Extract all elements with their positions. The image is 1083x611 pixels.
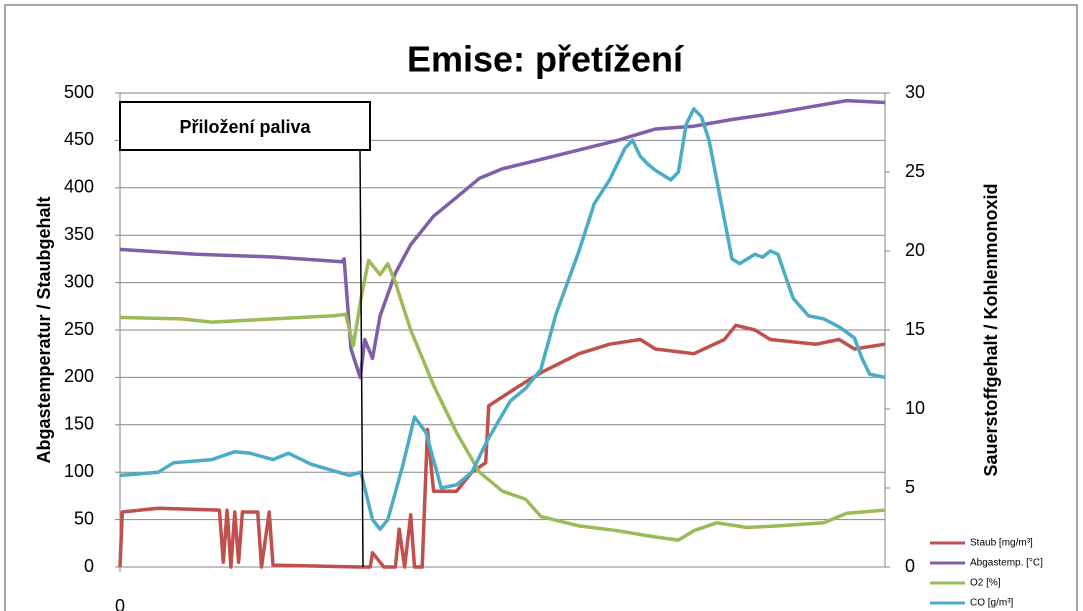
y-tick-label: 200 [64, 366, 94, 386]
series-line [119, 258, 886, 542]
annotation-pointer [359, 149, 364, 568]
legend-label: Abgastemp. [°C] [970, 558, 1043, 569]
series-line [118, 323, 886, 569]
y-tick-label: 250 [64, 319, 94, 339]
y2-tick-label: 10 [905, 398, 925, 418]
legend-label: Staub [mg/m³] [970, 538, 1033, 549]
series-line [119, 107, 886, 531]
y2-tick-label: 30 [905, 82, 925, 102]
x-tick-label: 0 [115, 596, 125, 611]
legend-label: O2 [%] [970, 578, 1001, 589]
y-tick-label: 350 [64, 224, 94, 244]
y-axis-label: Abgastemperatur / Staubgehalt [34, 196, 54, 463]
y2-tick-label: 5 [905, 477, 915, 497]
chart-title: Emise: přetížení [407, 39, 684, 80]
y2-tick-label: 25 [905, 161, 925, 181]
y-tick-label: 300 [64, 271, 94, 291]
y2-tick-label: 0 [905, 556, 915, 576]
y2-tick-label: 15 [905, 319, 925, 339]
y-tick-label: 0 [84, 556, 94, 576]
annotation-box [119, 101, 371, 151]
y-tick-label: 50 [74, 508, 94, 528]
annotation: Přiložení paliva [179, 117, 311, 137]
y2-axis-label: Sauerstoffgehalt / Kohlenmonoxid [981, 183, 1001, 476]
y-tick-label: 100 [64, 461, 94, 481]
y-tick-label: 150 [64, 414, 94, 434]
legend: Staub [mg/m³] Abgastemp. [°C] O2 [%] CO [g/… [930, 538, 1043, 609]
y-tick-label: 500 [64, 82, 94, 102]
y-tick-label: 400 [64, 177, 94, 197]
y2-tick-label: 20 [905, 240, 925, 260]
legend-label: CO [g/m³] [970, 598, 1014, 609]
series-line [119, 98, 886, 380]
y-tick-label: 450 [64, 129, 94, 149]
lines [118, 98, 886, 569]
